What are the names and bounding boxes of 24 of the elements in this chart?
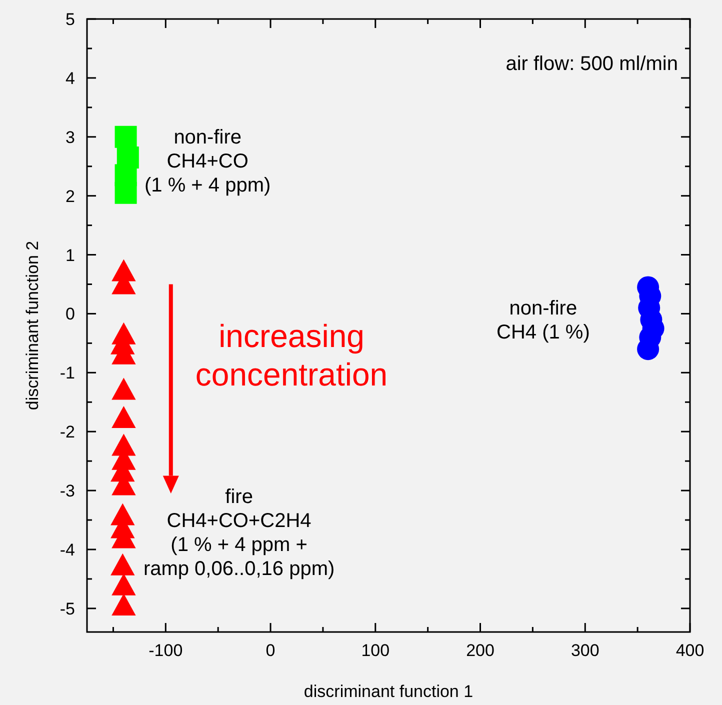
y-tick-label: 0 [66,304,75,324]
annotation: air flow: 500 ml/min [506,53,678,76]
annotation: non-fire CH4 (1 %) [496,298,590,344]
y-tick-label: -2 [60,422,75,442]
annotation: fire CH4+CO+C2H4 (1 % + 4 ppm + ramp 0,06..0,16 ppm) [143,486,335,580]
x-tick-label: 0 [266,641,276,660]
annotation: non-fire CH4+CO (1 % + 4 ppm) [144,126,271,196]
y-tick-label: 3 [66,128,75,147]
y-tick-label: 2 [66,186,75,206]
x-tick-label: 200 [466,641,494,660]
y-tick-label: -4 [60,540,75,560]
annotation: increasing concentration [195,318,388,392]
y-tick-label: -5 [60,599,75,618]
y-tick-label: 5 [66,10,75,29]
x-tick-label: 400 [676,641,704,660]
y-tick-label: 1 [66,246,75,265]
y-axis-title: discriminant function 2 [23,240,42,410]
x-tick-label: 100 [361,641,390,660]
x-tick-label: -100 [148,641,183,660]
x-axis-title: discriminant function 1 [304,682,474,701]
y-tick-label: 4 [66,68,75,88]
y-tick-label: -3 [60,482,75,501]
x-tick-label: 300 [570,641,600,660]
y-tick-label: -1 [60,364,75,383]
